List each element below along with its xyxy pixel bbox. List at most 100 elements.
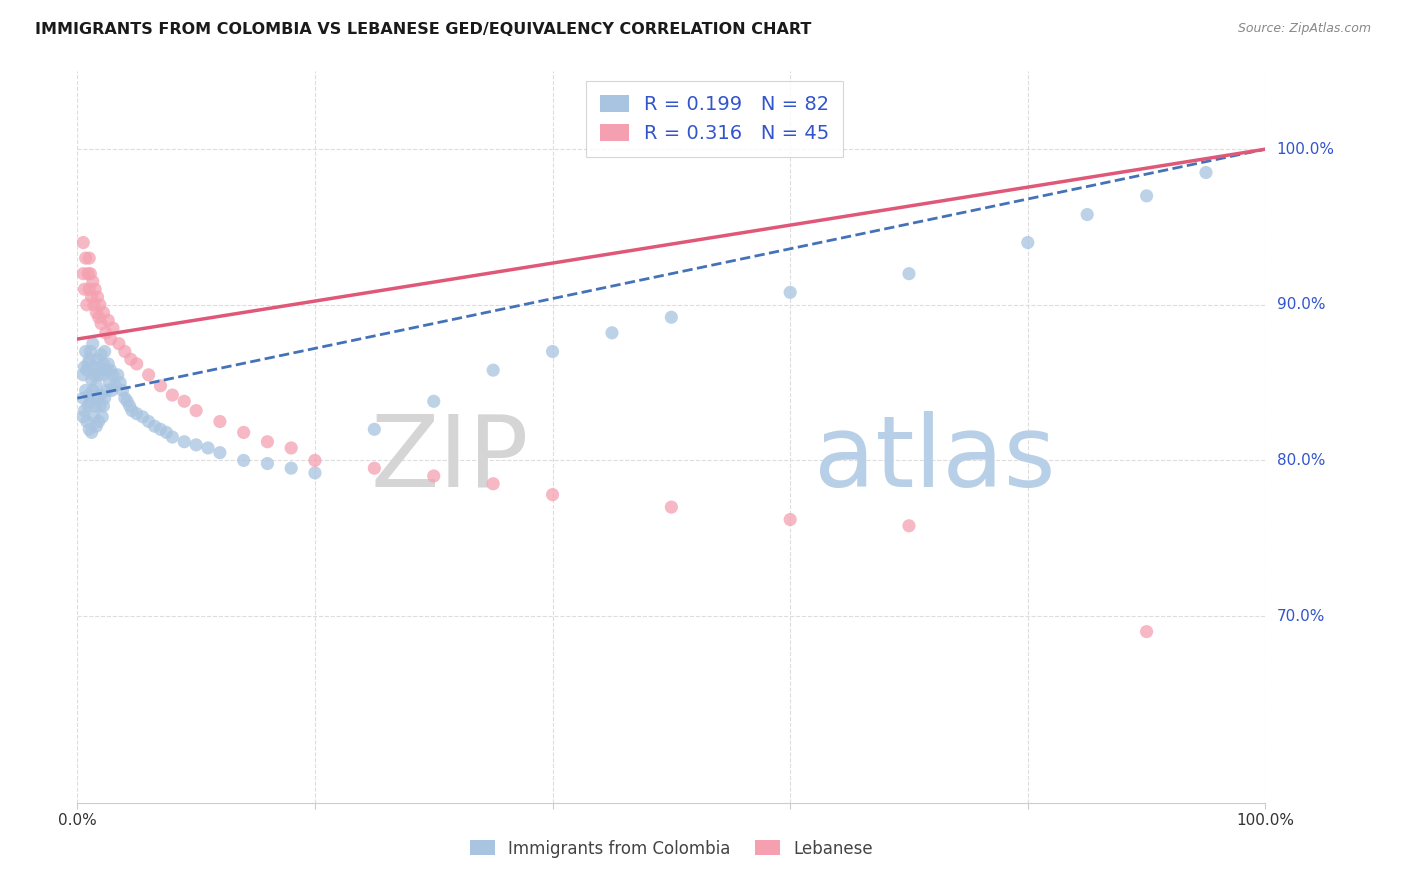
Point (93, 357, 115, 371)
Point (82, 275, 104, 289)
Point (1136, 624, 1159, 639)
Point (91, 409, 114, 424)
Point (82, 384, 104, 398)
Point (779, 512, 801, 526)
Point (83, 298, 105, 312)
Point (72, 235, 94, 250)
Point (541, 344, 564, 359)
Point (84, 282, 107, 296)
Point (482, 476, 505, 491)
Point (898, 267, 921, 281)
Point (232, 425, 254, 440)
Text: 80.0%: 80.0% (1277, 453, 1324, 468)
Legend: Immigrants from Colombia, Lebanese: Immigrants from Colombia, Lebanese (460, 830, 883, 868)
Point (162, 388, 184, 402)
Point (280, 461, 302, 475)
Point (541, 488, 564, 502)
Point (87, 415, 110, 429)
Point (186, 403, 208, 417)
Text: 100.0%: 100.0% (1277, 142, 1334, 157)
Point (72, 267, 94, 281)
Point (104, 378, 127, 392)
Point (898, 518, 921, 533)
Point (87, 310, 110, 325)
Point (779, 285, 801, 300)
Point (79, 267, 101, 281)
Point (363, 461, 385, 475)
Point (138, 368, 160, 382)
Point (120, 352, 142, 367)
Point (80, 425, 103, 440)
Point (482, 363, 505, 377)
Point (1017, 235, 1039, 250)
Point (280, 441, 302, 455)
Point (93, 305, 115, 319)
Point (138, 415, 160, 429)
Point (1136, 189, 1159, 203)
Point (107, 368, 129, 382)
Point (125, 357, 148, 371)
Point (77, 399, 100, 413)
Point (75, 384, 97, 398)
Point (101, 321, 124, 335)
Point (86, 391, 108, 405)
Point (100, 363, 122, 377)
Point (86, 352, 108, 367)
Point (197, 441, 219, 455)
Point (76, 363, 98, 377)
Point (114, 391, 136, 405)
Point (93, 344, 115, 359)
Point (256, 457, 278, 471)
Point (77, 422, 100, 436)
Point (72, 391, 94, 405)
Point (79, 344, 101, 359)
Point (186, 438, 208, 452)
Point (86, 378, 108, 392)
Point (94, 363, 117, 377)
Point (108, 376, 131, 390)
Point (80, 372, 103, 386)
Point (73, 359, 96, 374)
Point (125, 407, 148, 421)
Point (101, 384, 124, 398)
Point (76, 415, 98, 429)
Point (118, 399, 141, 413)
Point (83, 409, 105, 424)
Point (84, 399, 107, 413)
Point (89, 399, 111, 413)
Point (1076, 208, 1098, 222)
Point (1195, 165, 1218, 179)
Point (304, 453, 326, 467)
Point (101, 368, 124, 382)
Point (232, 453, 254, 467)
Point (86, 290, 108, 304)
Text: IMMIGRANTS FROM COLOMBIA VS LEBANESE GED/EQUIVALENCY CORRELATION CHART: IMMIGRANTS FROM COLOMBIA VS LEBANESE GED… (35, 22, 811, 37)
Point (600, 326, 623, 340)
Point (87, 368, 110, 382)
Point (77, 388, 100, 402)
Point (72, 368, 94, 382)
Text: 70.0%: 70.0% (1277, 608, 1324, 624)
Text: atlas: atlas (814, 410, 1056, 508)
Point (115, 394, 138, 409)
Point (97, 313, 120, 327)
Point (82, 336, 104, 351)
Point (423, 469, 446, 483)
Point (661, 310, 683, 325)
Point (208, 445, 231, 459)
Point (173, 394, 195, 409)
Point (173, 434, 195, 449)
Point (73, 403, 96, 417)
Point (77, 282, 100, 296)
Point (96, 384, 118, 398)
Point (304, 466, 326, 480)
Point (89, 359, 111, 374)
Point (77, 357, 100, 371)
Point (121, 403, 143, 417)
Text: 90.0%: 90.0% (1277, 297, 1324, 312)
Point (90, 348, 112, 362)
Point (79, 394, 101, 409)
Text: ZIP: ZIP (370, 410, 529, 508)
Point (111, 384, 134, 398)
Point (256, 434, 278, 449)
